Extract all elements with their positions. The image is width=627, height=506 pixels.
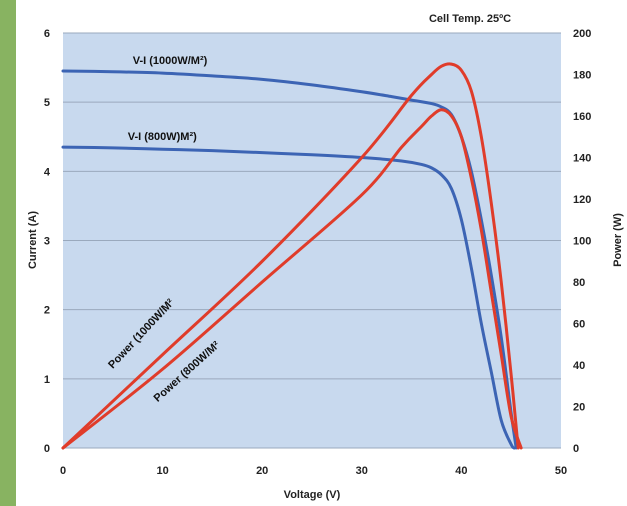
x-tick-label: 30	[356, 465, 368, 477]
y-left-tick-labels: 0 1 2 3 4 5 6	[44, 28, 51, 455]
y-right-tick-labels: 0 20 40 60 80 100 120 140 160 180 200	[573, 28, 591, 455]
series-line-1	[61, 145, 516, 450]
x-tick-labels: 0 10 20 30 40 50	[60, 465, 567, 477]
x-tick-label: 10	[156, 465, 168, 477]
y-right-tick-label: 160	[573, 111, 591, 123]
y-right-tick-label: 80	[573, 277, 585, 289]
y-left-tick-label: 0	[44, 443, 50, 455]
series-line-0	[61, 69, 518, 450]
y-right-tick-label: 20	[573, 402, 585, 414]
x-tick-label: 20	[256, 465, 268, 477]
y-left-tick-label: 6	[44, 28, 50, 40]
y-right-tick-label: 200	[573, 28, 591, 40]
y-axis-right-title: Power (W)	[612, 213, 624, 267]
y-axis-left-title: Current (A)	[27, 211, 39, 269]
y-right-tick-label: 0	[573, 443, 579, 455]
y-left-tick-label: 5	[44, 97, 50, 109]
y-left-tick-label: 2	[44, 305, 50, 317]
y-right-tick-label: 40	[573, 360, 585, 372]
series-annotation-label: V-I (1000W/M²)	[133, 55, 208, 67]
y-right-tick-label: 180	[573, 70, 591, 82]
chart-title: Cell Temp. 25ºC	[429, 13, 511, 25]
series-line-2	[61, 62, 520, 450]
series-annotation-label: V-I (800W)M²)	[128, 131, 197, 143]
y-left-tick-label: 4	[44, 166, 51, 178]
x-tick-label: 40	[455, 465, 467, 477]
y-right-tick-label: 60	[573, 319, 585, 331]
y-right-tick-label: 100	[573, 236, 591, 248]
x-axis-title: Voltage (V)	[284, 489, 341, 501]
y-left-tick-label: 3	[44, 236, 50, 248]
y-right-tick-label: 120	[573, 194, 591, 206]
y-right-tick-label: 140	[573, 153, 591, 165]
x-tick-label: 0	[60, 465, 66, 477]
series-line-3	[61, 108, 523, 450]
x-tick-label: 50	[555, 465, 567, 477]
series-layer	[61, 62, 523, 450]
y-left-tick-label: 1	[44, 374, 50, 386]
